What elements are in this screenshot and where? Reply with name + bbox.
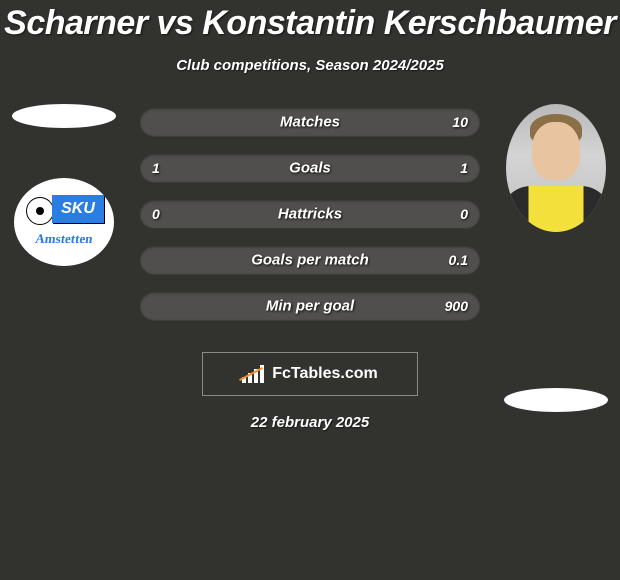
stat-row: Goals per match 0.1	[140, 246, 480, 274]
left-team-badge: SKU Amstetten	[14, 178, 114, 266]
badge-graphic: SKU Amstetten	[24, 187, 104, 257]
page-title: Scharner vs Konstantin Kerschbaumer	[0, 4, 620, 43]
brand-text: FcTables.com	[272, 365, 378, 383]
left-column: SKU Amstetten	[4, 104, 124, 266]
stat-right-value: 1	[460, 160, 468, 176]
badge-main-text: SKU	[52, 195, 104, 223]
soccer-ball-icon	[26, 197, 54, 225]
stat-label: Goals per match	[251, 252, 369, 269]
stat-row: Min per goal 900	[140, 292, 480, 320]
stat-row: 0 Hattricks 0	[140, 200, 480, 228]
content-area: SKU Amstetten Matches 10 1 Goals 1 0 Hat…	[0, 104, 620, 344]
stat-label: Goals	[289, 160, 331, 177]
badge-sub-text: Amstetten	[34, 231, 93, 247]
right-player-photo	[506, 104, 606, 232]
stat-right-value: 0.1	[449, 252, 468, 268]
comparison-widget: Scharner vs Konstantin Kerschbaumer Club…	[0, 0, 620, 431]
stat-label: Min per goal	[266, 298, 354, 315]
bar-chart-icon	[242, 365, 266, 383]
date-text: 22 february 2025	[0, 414, 620, 431]
stat-right-value: 900	[445, 298, 468, 314]
stat-label: Hattricks	[278, 206, 342, 223]
stat-left-value: 0	[152, 206, 160, 222]
subtitle: Club competitions, Season 2024/2025	[0, 57, 620, 74]
stat-bars: Matches 10 1 Goals 1 0 Hattricks 0 Goals…	[140, 108, 480, 338]
player-jersey	[506, 186, 606, 232]
stat-left-value: 1	[152, 160, 160, 176]
right-team-placeholder	[504, 388, 608, 412]
stat-row: Matches 10	[140, 108, 480, 136]
left-player-placeholder	[12, 104, 116, 128]
stat-right-value: 10	[452, 114, 468, 130]
stat-right-value: 0	[460, 206, 468, 222]
stat-row: 1 Goals 1	[140, 154, 480, 182]
player-head	[532, 122, 580, 180]
stat-label: Matches	[280, 114, 340, 131]
brand-box[interactable]: FcTables.com	[202, 352, 418, 396]
right-column	[496, 104, 616, 412]
